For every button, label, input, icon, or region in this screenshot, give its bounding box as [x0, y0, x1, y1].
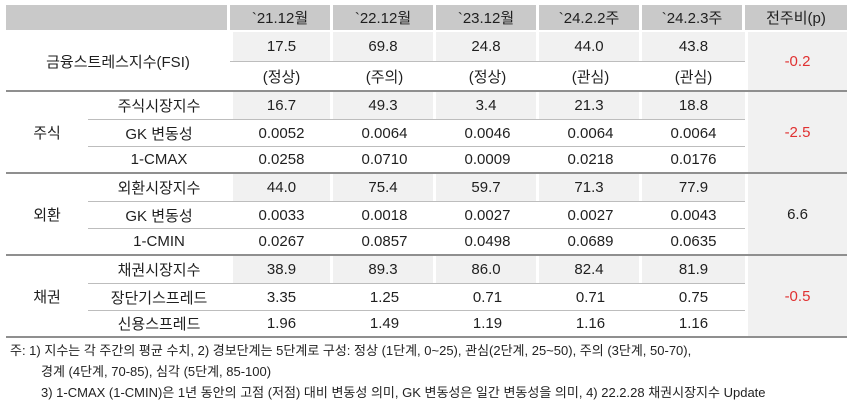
table-cell: 0.71 [436, 283, 539, 310]
table-cell: 59.7 [436, 174, 539, 201]
metric-label: GK 변동성 [88, 201, 230, 228]
fx-wow-change: 6.6 [745, 174, 847, 254]
metric-label: GK 변동성 [88, 119, 230, 146]
table-cell: 1.96 [230, 310, 333, 336]
table-cell: 49.3 [333, 92, 436, 119]
table-cell: 71.3 [539, 174, 642, 201]
group-label-bond: 채권 [33, 288, 61, 306]
header-col-wow: 전주비(p) [745, 5, 847, 30]
table-cell: 82.4 [539, 256, 642, 283]
table-cell: 0.0635 [642, 228, 745, 254]
table-cell: 77.9 [642, 174, 745, 201]
table-cell: 0.0258 [230, 146, 333, 172]
table-cell: 0.0027 [539, 201, 642, 228]
table-cell: 1.16 [642, 310, 745, 336]
table-cell: 16.7 [230, 92, 333, 119]
table-cell: 18.8 [642, 92, 745, 119]
fsi-status: (주의) [333, 61, 436, 90]
group-label-stock: 주식 [33, 124, 61, 142]
header-col-2212: `22.12월 [333, 5, 436, 30]
table-cell: 1.49 [333, 310, 436, 336]
header-empty-cell [6, 5, 230, 30]
footnote-line: 경계 (4단계, 70-85), 심각 (5단계, 85-100) [41, 364, 272, 379]
table-cell: 0.0710 [333, 146, 436, 172]
table-cell: 1.25 [333, 283, 436, 310]
section-bond: 채권 채권시장지수 38.9 89.3 86.0 82.4 81.9 -0.5 … [6, 254, 847, 336]
table-cell: 89.3 [333, 256, 436, 283]
table-cell: 0.0857 [333, 228, 436, 254]
header-col-2312: `23.12월 [436, 5, 539, 30]
table-cell: 0.71 [539, 283, 642, 310]
fsi-table: `21.12월 `22.12월 `23.12월 `24.2.2주 `24.2.3… [6, 5, 847, 338]
table-cell: 81.9 [642, 256, 745, 283]
fsi-status: (정상) [436, 61, 539, 90]
footnote-line: 주: 1) 지수는 각 주간의 평균 수치, 2) 경보단계는 5단계로 구성:… [10, 343, 692, 358]
stock-wow-change: -2.5 [745, 92, 847, 172]
table-cell: 0.0043 [642, 201, 745, 228]
table-cell: 38.9 [230, 256, 333, 283]
metric-label: 1-CMAX [88, 146, 230, 172]
table-cell: 0.0027 [436, 201, 539, 228]
table-cell: 3.4 [436, 92, 539, 119]
table-cell: 1.16 [539, 310, 642, 336]
table-cell: 3.35 [230, 283, 333, 310]
table-cell: 86.0 [436, 256, 539, 283]
header-col-2422: `24.2.2주 [539, 5, 642, 30]
table-cell: 44.0 [230, 174, 333, 201]
fsi-value: 24.8 [436, 32, 539, 61]
table-header-row: `21.12월 `22.12월 `23.12월 `24.2.2주 `24.2.3… [6, 5, 847, 30]
table-cell: 0.0046 [436, 119, 539, 146]
fsi-wow-change: -0.2 [745, 32, 847, 90]
table-cell: 0.0267 [230, 228, 333, 254]
header-col-2423: `24.2.3주 [642, 5, 745, 30]
table-cell: 0.0176 [642, 146, 745, 172]
fsi-row-label: 금융스트레스지수(FSI) [46, 53, 190, 71]
fsi-status: (정상) [230, 61, 333, 90]
fsi-value: 17.5 [230, 32, 333, 61]
table-cell: 21.3 [539, 92, 642, 119]
metric-label: 채권시장지수 [117, 262, 201, 279]
fsi-value: 69.8 [333, 32, 436, 61]
table-cell: 0.0018 [333, 201, 436, 228]
bond-wow-change: -0.5 [745, 256, 847, 336]
section-fx: 외환 외환시장지수 44.0 75.4 59.7 71.3 77.9 6.6 G… [6, 172, 847, 254]
table-cell: 0.0064 [642, 119, 745, 146]
table-cell: 0.0009 [436, 146, 539, 172]
table-cell: 1.19 [436, 310, 539, 336]
table-cell: 0.0064 [539, 119, 642, 146]
table-cell: 0.0052 [230, 119, 333, 146]
table-cell: 0.75 [642, 283, 745, 310]
fsi-value: 44.0 [539, 32, 642, 61]
table-cell: 0.0064 [333, 119, 436, 146]
metric-label: 주식시장지수 [117, 98, 201, 115]
table-cell: 0.0033 [230, 201, 333, 228]
table-cell: 0.0498 [436, 228, 539, 254]
header-col-2112: `21.12월 [230, 5, 333, 30]
footnote-line: 3) 1-CMAX (1-CMIN)은 1년 동안의 고점 (저점) 대비 변동… [41, 385, 766, 400]
section-stock: 주식 주식시장지수 16.7 49.3 3.4 21.3 18.8 -2.5 G… [6, 90, 847, 172]
fsi-status: (관심) [539, 61, 642, 90]
metric-label: 1-CMIN [88, 228, 230, 254]
table-cell: 0.0689 [539, 228, 642, 254]
section-fsi: 금융스트레스지수(FSI) 17.5 69.8 24.8 44.0 43.8 -… [6, 32, 847, 90]
table-cell: 0.0218 [539, 146, 642, 172]
metric-label: 장단기스프레드 [88, 283, 230, 310]
fsi-value: 43.8 [642, 32, 745, 61]
group-label-fx: 외환 [33, 206, 61, 224]
footnotes: 주: 1) 지수는 각 주간의 평균 수치, 2) 경보단계는 5단계로 구성:… [10, 340, 844, 403]
fsi-status: (관심) [642, 61, 745, 90]
table-cell: 75.4 [333, 174, 436, 201]
metric-label: 외환시장지수 [117, 180, 201, 197]
metric-label: 신용스프레드 [88, 310, 230, 336]
